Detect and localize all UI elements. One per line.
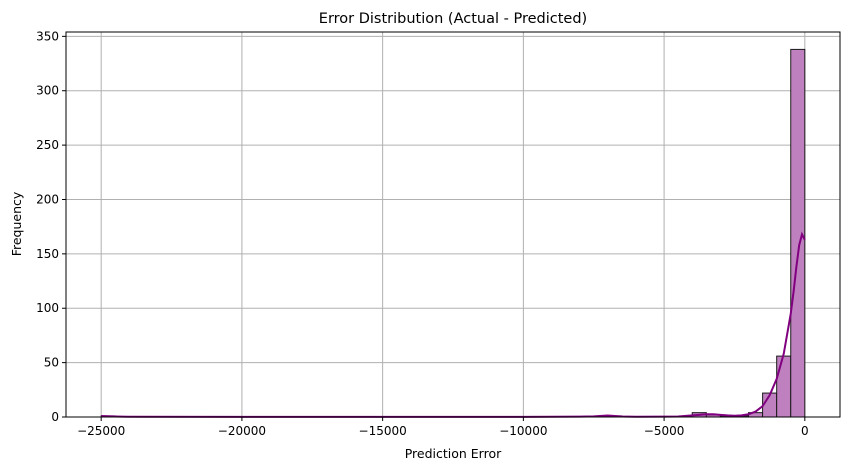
x-tick-label: 0 — [801, 424, 809, 438]
y-tick-label: 300 — [36, 84, 59, 98]
x-tick-label: −10000 — [499, 424, 547, 438]
y-tick-label: 100 — [36, 301, 59, 315]
x-axis-label: Prediction Error — [405, 446, 502, 461]
y-axis-ticks: 0 50 100 150 200 250 300 350 — [36, 29, 66, 424]
x-tick-label: −15000 — [359, 424, 407, 438]
grid-lines — [66, 32, 840, 418]
x-axis-ticks: −25000 −20000 −15000 −10000 −5000 0 — [77, 417, 809, 438]
histogram-bar — [790, 48, 806, 418]
y-tick-label: 150 — [36, 247, 59, 261]
y-tick-label: 200 — [36, 192, 59, 206]
x-tick-label: −20000 — [218, 424, 266, 438]
y-tick-label: 350 — [36, 29, 59, 43]
y-axis-label: Frequency — [9, 191, 24, 256]
chart-title: Error Distribution (Actual - Predicted) — [319, 11, 587, 27]
histogram-bars — [100, 48, 806, 418]
x-tick-label: −5000 — [644, 424, 685, 438]
kde-curve — [101, 231, 806, 418]
y-tick-label: 0 — [51, 410, 59, 424]
x-tick-label: −25000 — [77, 424, 125, 438]
y-tick-label: 50 — [44, 356, 59, 370]
plot-frame — [65, 31, 841, 418]
y-tick-label: 250 — [36, 138, 59, 152]
histogram-bar — [776, 355, 792, 418]
